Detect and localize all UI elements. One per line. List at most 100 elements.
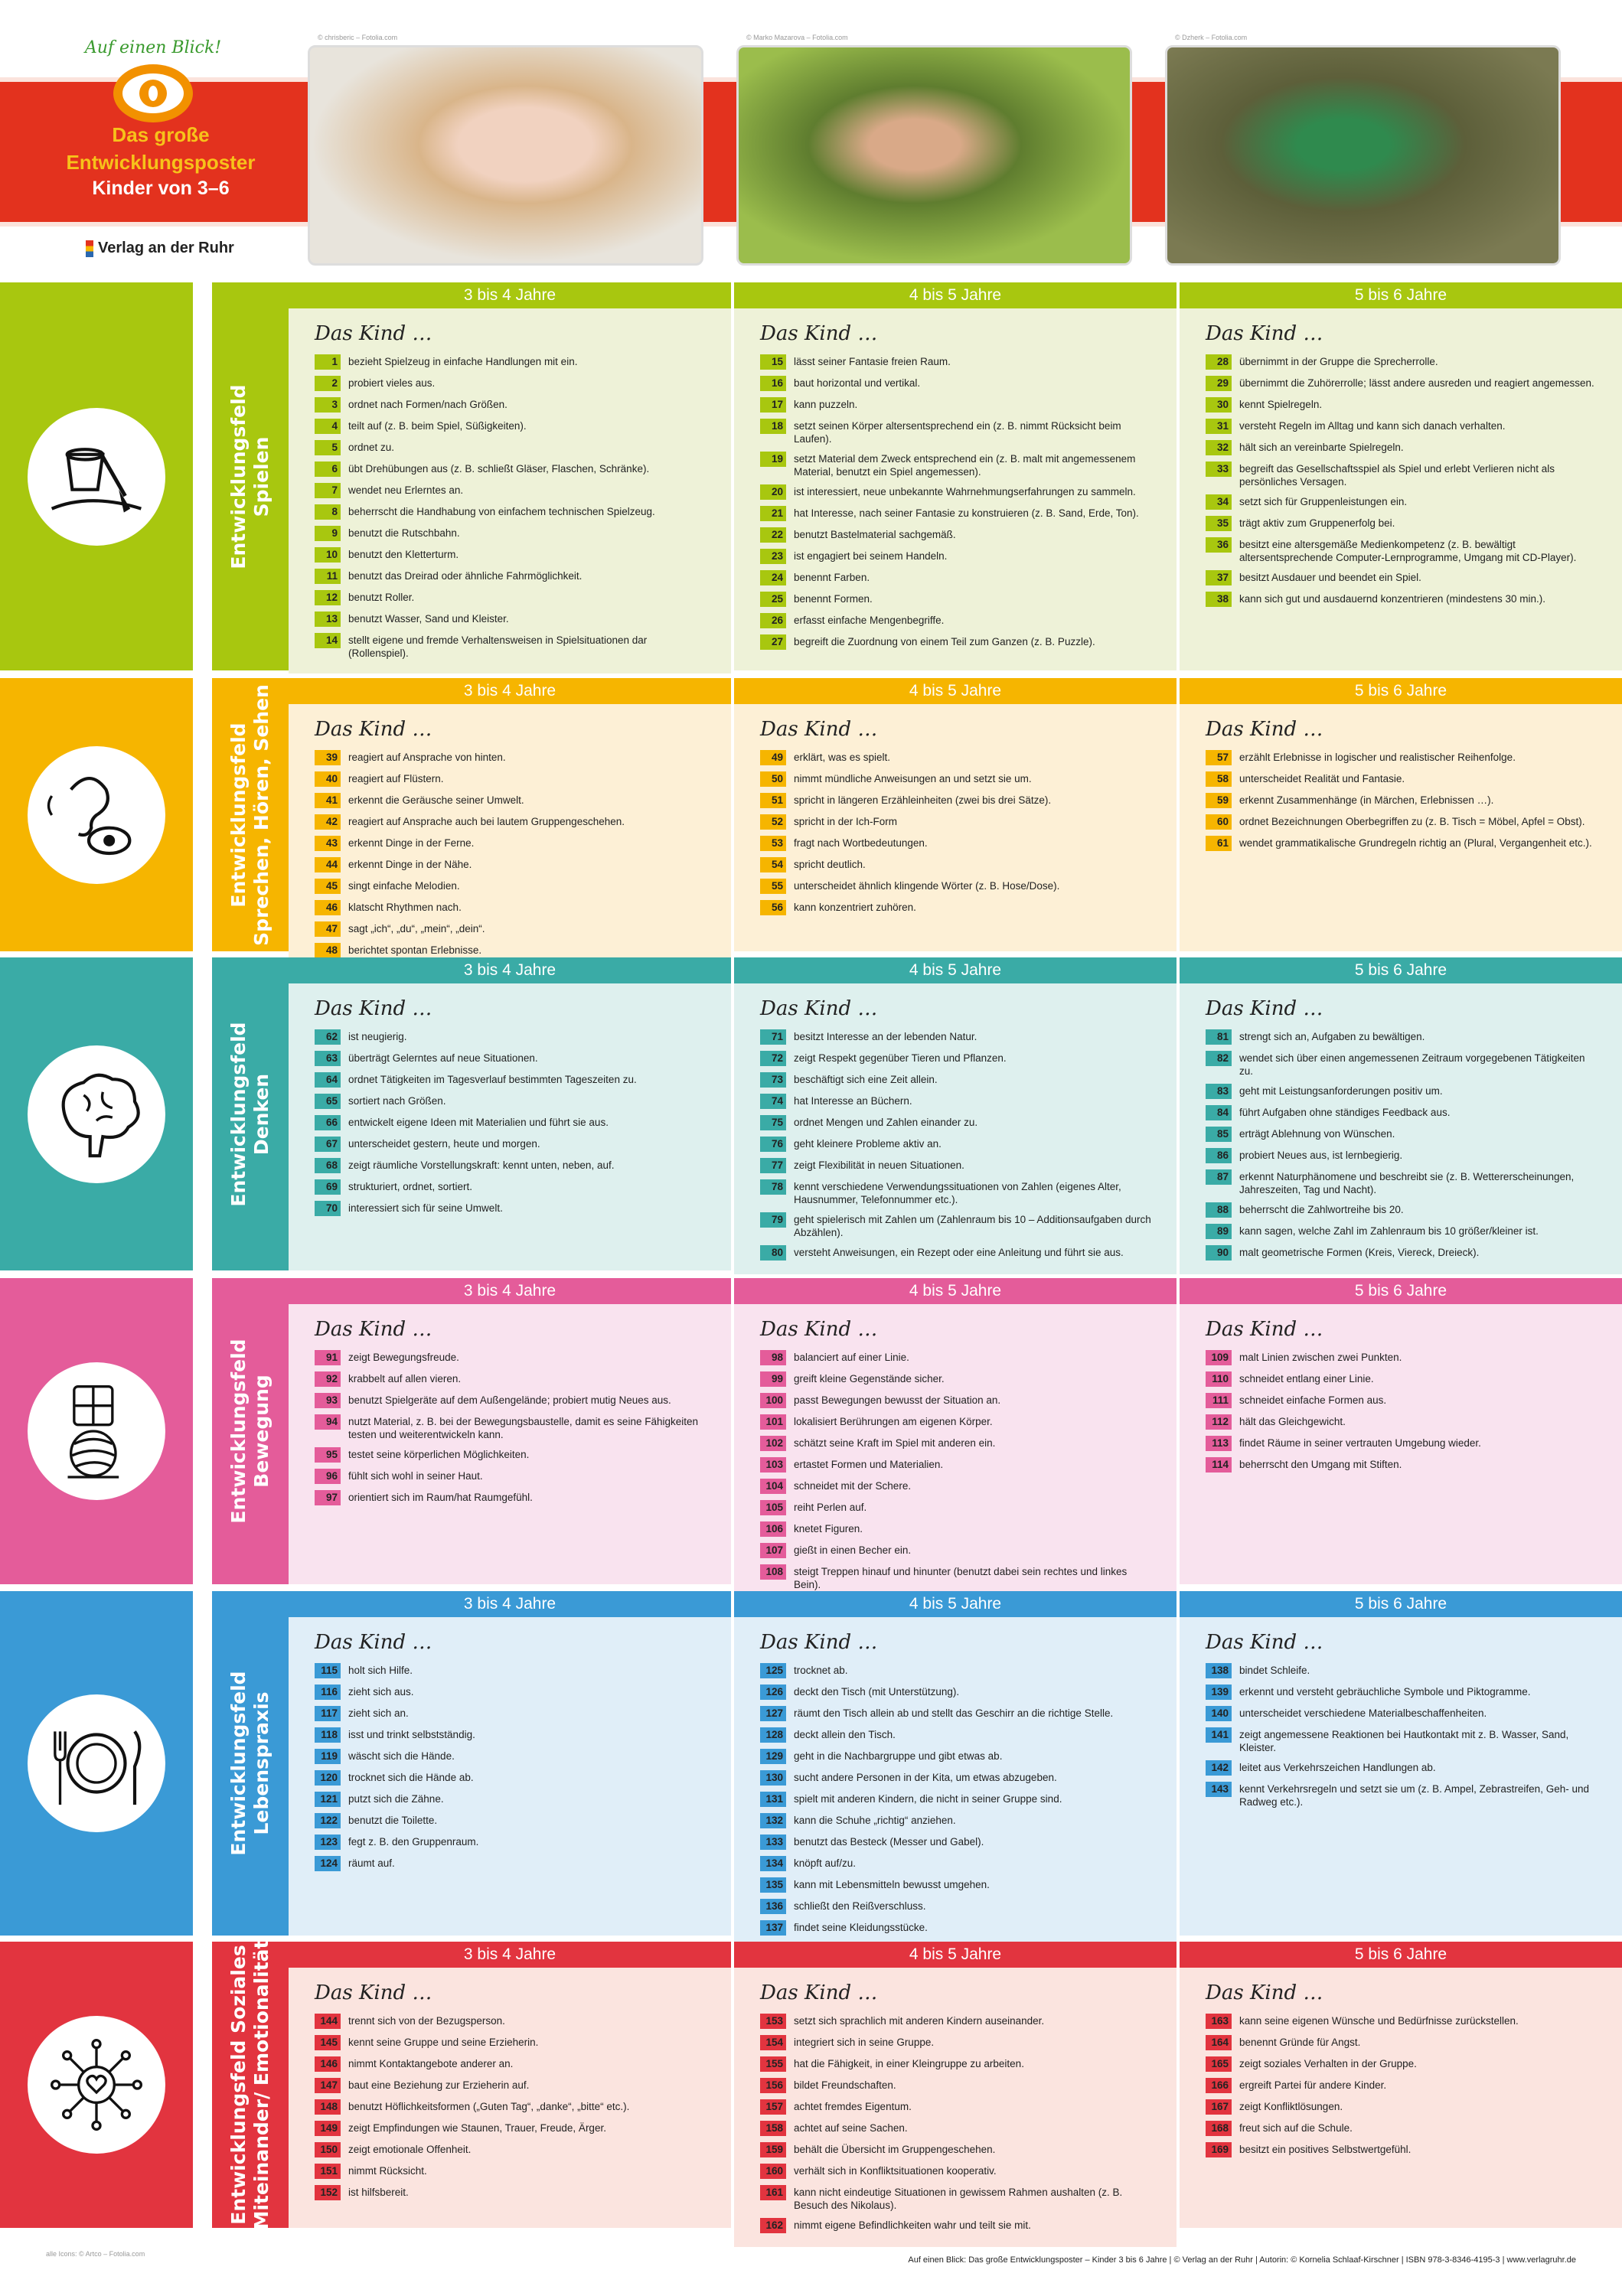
item-text: trennt sich von der Bezugsperson. [348,2015,505,2027]
item-number: 87 [1206,1169,1232,1185]
item-number: 54 [760,857,786,872]
item-text: baut horizontal und vertikal. [794,377,921,389]
item-text: reagiert auf Ansprache von hinten. [348,752,506,763]
item-text: kann konzentriert zuhören. [794,902,916,913]
list-item: 37 besitzt Ausdauer und beendet ein Spiel… [1206,570,1599,585]
item-number: 115 [315,1663,341,1678]
item-number: 12 [315,590,341,605]
item-text: deckt allein den Tisch. [794,1729,896,1740]
item-text: erzählt Erlebnisse in logischer und real… [1239,752,1516,763]
item-number: 104 [760,1479,786,1494]
list-item: 66 entwickelt eigene Ideen mit Materialie… [315,1115,708,1130]
list-item: 82 wendet sich über einen angemessenen Ze… [1206,1051,1599,1078]
list-item: 92 krabbelt auf allen vieren. [315,1371,708,1387]
item-number: 73 [760,1072,786,1088]
item-number: 148 [315,2099,341,2115]
section-label: Entwicklungsfeld Lebenspraxis [212,1591,289,1936]
item-number: 117 [315,1706,341,1721]
item-text: zeigt räumliche Vorstellungskraft: kennt… [348,1159,615,1171]
list-item: 101 lokalisiert Berührungen am eigenen Kö… [760,1414,1154,1430]
item-text: malt Linien zwischen zwei Punkten. [1239,1352,1402,1363]
list-item: 18 setzt seinen Körper altersentsprechend… [760,419,1154,445]
section-label-line: Lebenspraxis [250,1691,273,1835]
column-heading: Das Kind … [760,997,878,1020]
item-number: 27 [760,634,786,650]
list-item: 99 greift kleine Gegenstände sicher. [760,1371,1154,1387]
column-heading: Das Kind … [760,322,878,345]
list-item: 136 schließt den Reißverschluss. [760,1899,1154,1914]
item-number: 141 [1206,1727,1232,1743]
item-number: 58 [1206,771,1232,787]
list-item: 76 geht kleinere Probleme aktiv an. [760,1137,1154,1152]
list-item: 62 ist neugierig. [315,1029,708,1045]
list-item: 123 fegt z. B. den Gruppenraum. [315,1835,708,1850]
list-item: 146 nimmt Kontaktangebote anderer an. [315,2056,708,2072]
list-item: 23 ist engagiert bei seinem Handeln. [760,549,1154,564]
item-number: 3 [315,397,341,413]
poster-subtitle: Kinder von 3–6 [92,178,230,199]
item-text: beschäftigt sich eine Zeit allein. [794,1074,938,1085]
section-icon-block [0,1591,193,1936]
item-text: probiert Neues aus, ist lernbegierig. [1239,1150,1403,1161]
list-item: 112 hält das Gleichgewicht. [1206,1414,1599,1430]
item-text: benutzt Höflichkeitsformen („Guten Tag“,… [348,2101,630,2112]
item-text: beherrscht den Umgang mit Stiften. [1239,1459,1402,1470]
item-number: 56 [760,900,786,915]
item-number: 164 [1206,2035,1232,2050]
item-text: schneidet mit der Schere. [794,1480,912,1492]
item-number: 123 [315,1835,341,1850]
item-text: nutzt Material, z. B. bei der Bewegungsb… [348,1416,699,1440]
item-text: unterscheidet ähnlich klingende Wörter (… [794,880,1060,892]
list-item: 122 benutzt die Toilette. [315,1813,708,1828]
list-item: 19 setzt Material dem Zweck entsprechend … [760,452,1154,478]
age-header: 4 bis 5 Jahre [734,1278,1177,1304]
item-number: 83 [1206,1084,1232,1099]
list-item: 83 geht mit Leistungsanforderungen positi… [1206,1084,1599,1099]
list-item: 155 hat die Fähigkeit, in einer Kleingrup… [760,2056,1154,2072]
item-text: sortiert nach Größen. [348,1095,446,1107]
item-text: besitzt Ausdauer und beendet ein Spiel. [1239,572,1421,583]
column-heading: Das Kind … [1206,718,1323,741]
age-column: 4 bis 5 Jahre Das Kind … 71 besitzt Interes… [734,957,1177,1274]
list-item: 81 strengt sich an, Aufgaben zu bewältige… [1206,1029,1599,1045]
list-item: 74 hat Interesse an Büchern. [760,1094,1154,1109]
item-text: kennt Verkehrsregeln und setzt sie um (z… [1239,1783,1589,1808]
list-item: 50 nimmt mündliche Anweisungen an und set… [760,771,1154,787]
item-number: 61 [1206,836,1232,851]
list-item: 153 setzt sich sprachlich mit anderen Kin… [760,2014,1154,2029]
list-item: 25 benennt Formen. [760,592,1154,607]
item-text: unterscheidet verschiedene Materialbesch… [1239,1707,1487,1719]
list-item: 144 trennt sich von der Bezugsperson. [315,2014,708,2029]
item-number: 118 [315,1727,341,1743]
item-text: benutzt Wasser, Sand und Kleister. [348,613,509,625]
list-item: 108 steigt Treppen hinauf und hinunter (b… [760,1564,1154,1591]
item-text: freut sich auf die Schule. [1239,2122,1353,2134]
age-column: 4 bis 5 Jahre Das Kind … 49 erklärt, was es… [734,678,1177,951]
list-item: 13 benutzt Wasser, Sand und Kleister. [315,612,708,627]
section-icon-block [0,678,193,951]
item-number: 6 [315,461,341,477]
icon-circle [28,2016,165,2154]
item-text: sagt „ich“, „du“, „mein“, „dein“. [348,923,485,934]
item-number: 79 [760,1212,786,1228]
list-item: 169 besitzt ein positives Selbstwertgefüh… [1206,2142,1599,2157]
item-text: interessiert sich für seine Umwelt. [348,1202,503,1214]
list-item: 34 setzt sich für Gruppenleistungen ein. [1206,494,1599,510]
list-item: 105 reiht Perlen auf. [760,1500,1154,1515]
list-item: 49 erklärt, was es spielt. [760,750,1154,765]
column-heading: Das Kind … [1206,997,1323,1020]
list-item: 40 reagiert auf Flüstern. [315,771,708,787]
item-number: 109 [1206,1350,1232,1365]
list-item: 160 verhält sich in Konfliktsituationen k… [760,2164,1154,2179]
list-item: 97 orientiert sich im Raum/hat Raumgefühl… [315,1490,708,1505]
item-text: erkennt Naturphänomene und beschreibt si… [1239,1171,1575,1195]
age-header: 3 bis 4 Jahre [289,678,731,704]
item-text: setzt seinen Körper altersentsprechend e… [794,420,1121,445]
item-text: führt Aufgaben ohne ständiges Feedback a… [1239,1107,1451,1118]
item-number: 122 [315,1813,341,1828]
item-number: 149 [315,2121,341,2136]
list-item: 167 zeigt Konfliktlösungen. [1206,2099,1599,2115]
title-line-1: Das große [112,123,210,146]
item-text: kann mit Lebensmitteln bewusst umgehen. [794,1879,990,1890]
section-label: Entwicklungsfeld Sprechen, Hören, Sehen [212,678,289,951]
